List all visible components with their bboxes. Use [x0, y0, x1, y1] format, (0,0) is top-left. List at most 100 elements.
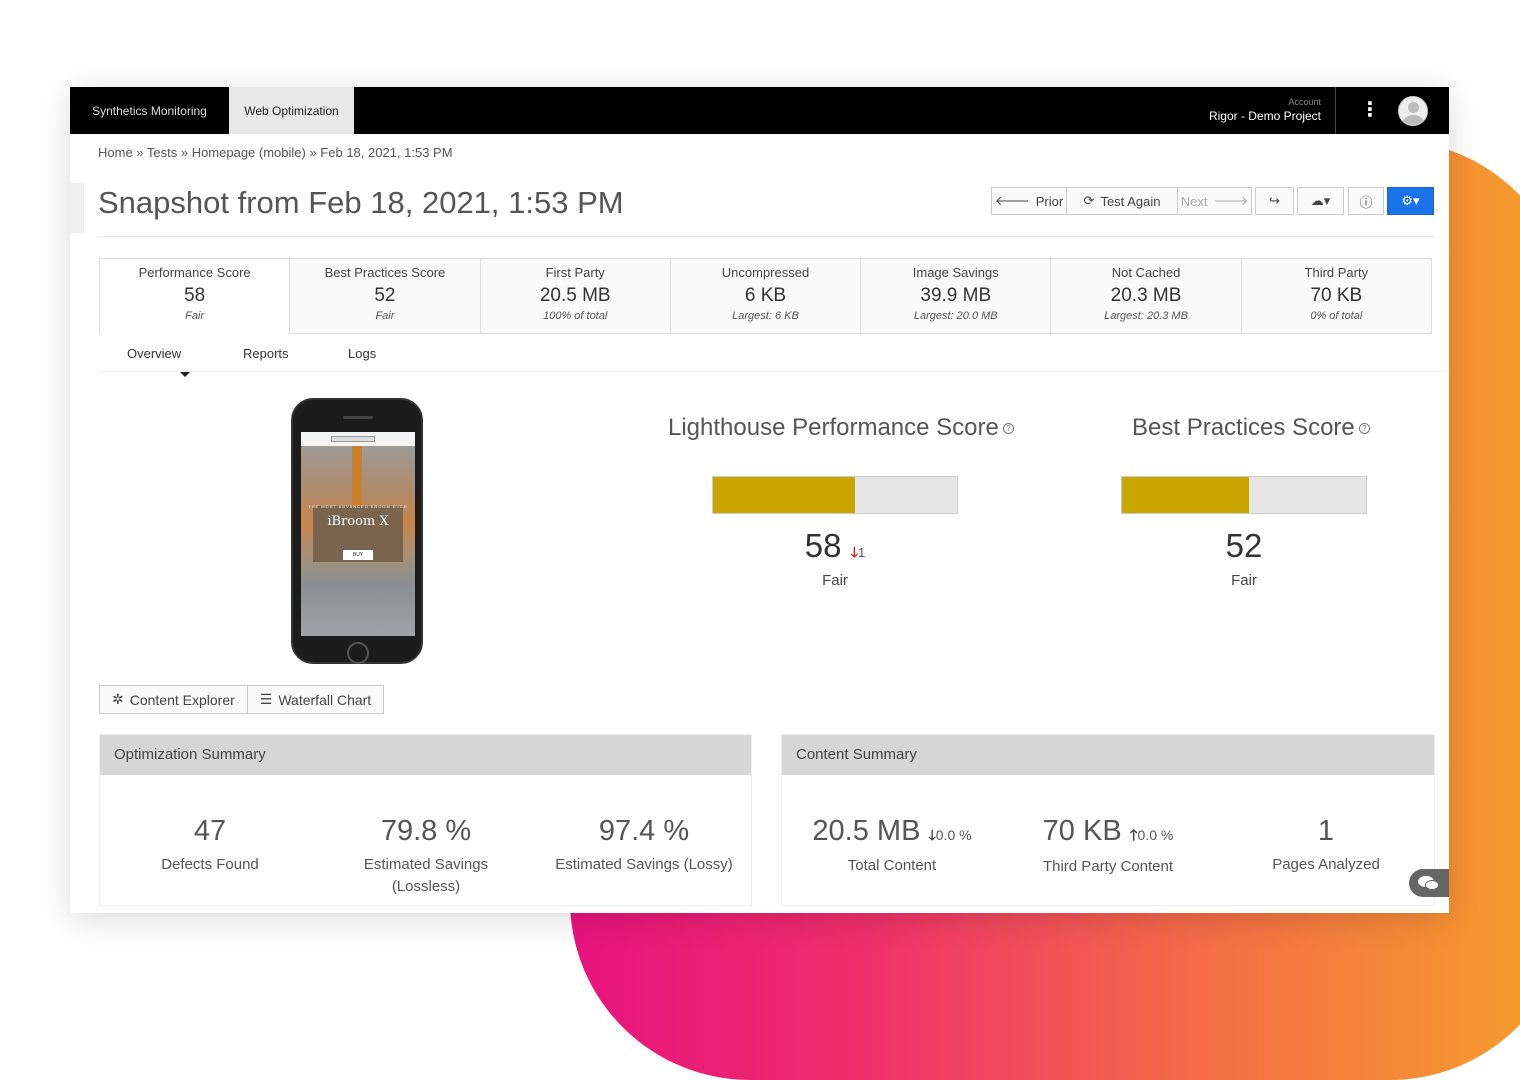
test-again-button[interactable]: ⟳ Test Again	[1067, 187, 1178, 215]
list-icon: ☰	[259, 691, 273, 707]
screen-brand-logo	[331, 436, 375, 442]
metric-sub: Fair	[185, 310, 205, 322]
tab-overview[interactable]: Overview	[127, 346, 182, 361]
arrow-up-icon: 🡑	[1129, 827, 1138, 844]
stat-label: Total Content	[847, 857, 937, 874]
metric-sub: 100% of total	[543, 310, 608, 322]
metric-sub: 0% of total	[1310, 310, 1363, 322]
metric-performance-score[interactable]: Performance Score 58 Fair	[99, 258, 291, 334]
best-practices-rating: Fair	[1231, 572, 1257, 589]
avatar[interactable]	[1398, 96, 1428, 126]
next-label: Next	[1180, 193, 1208, 209]
screen-product-name: iBroom X	[327, 514, 389, 529]
tab-synthetics-monitoring[interactable]: Synthetics Monitoring	[92, 103, 207, 118]
info-group: ⓘ	[1348, 187, 1384, 215]
stat-change: 0.0 %	[1137, 827, 1174, 843]
snapshot-nav-group: 🡐 Prior ⟳ Test Again Next 🡒	[991, 187, 1252, 215]
topbar-divider	[1335, 87, 1336, 134]
optimization-summary-title: Optimization Summary	[100, 735, 751, 775]
metric-label: First Party	[545, 265, 605, 280]
waterfall-chart-button[interactable]: ☰ Waterfall Chart	[247, 685, 385, 714]
breadcrumb[interactable]: Home » Tests » Homepage (mobile) » Feb 1…	[98, 145, 453, 160]
stat-savings-lossless: 79.8 % Estimated Savings (Lossless)	[346, 815, 506, 898]
arrow-right-icon: 🡒	[1213, 193, 1249, 208]
next-button[interactable]: Next 🡒	[1178, 187, 1252, 215]
app-window: Synthetics Monitoring Web Optimization A…	[70, 87, 1449, 913]
settings-group: ⚙▾	[1387, 187, 1434, 215]
account-switcher[interactable]: Account Rigor - Demo Project	[1209, 97, 1321, 123]
download-dropdown-button[interactable]: ☁▾	[1297, 187, 1344, 215]
stat-value-row: 70 KB 🡑0.0 %	[1008, 815, 1208, 850]
metric-sub: Largest: 20.3 MB	[1104, 310, 1188, 322]
waterfall-label: Waterfall Chart	[278, 691, 372, 708]
metric-image-savings[interactable]: Image Savings 39.9 MB Largest: 20.0 MB	[861, 258, 1052, 334]
gear-icon: ⚙▾	[1401, 193, 1420, 208]
stat-label: Defects Found	[161, 856, 259, 873]
prior-button[interactable]: 🡐 Prior	[991, 187, 1067, 215]
avatar-body	[1403, 115, 1424, 125]
mobile-screenshot[interactable]: THE MOST ADVANCED BROOM EVER iBroom X BU…	[291, 398, 423, 664]
arrow-down-icon: 🡓	[850, 544, 858, 560]
best-practices-title-text: Best Practices Score	[1132, 414, 1355, 441]
tab-reports[interactable]: Reports	[243, 346, 289, 361]
help-icon[interactable]: ?	[1358, 423, 1370, 435]
left-edge-strip	[70, 183, 84, 233]
chat-bubble-icon	[1425, 880, 1439, 890]
stat-label: Estimated Savings (Lossless)	[363, 856, 489, 895]
settings-dropdown-button[interactable]: ⚙▾	[1387, 187, 1434, 215]
test-again-label: Test Again	[1100, 193, 1161, 209]
content-explorer-label: Content Explorer	[129, 691, 235, 708]
best-practices-bar	[1121, 476, 1367, 514]
stat-label: Pages Analyzed	[1272, 856, 1380, 873]
metric-third-party[interactable]: Third Party 70 KB 0% of total	[1241, 258, 1432, 334]
metric-value: 20.5 MB	[539, 285, 611, 306]
tab-web-optimization[interactable]: Web Optimization	[229, 87, 354, 134]
stat-value: 47	[193, 815, 227, 847]
more-menu-icon[interactable]: ⋮	[1360, 99, 1380, 121]
metric-label: Not Cached	[1111, 265, 1181, 280]
share-group: ↪	[1255, 187, 1294, 215]
stat-defects-found: 47 Defects Found	[130, 815, 290, 876]
share-button[interactable]: ↪	[1255, 187, 1294, 215]
account-label: Account	[1288, 97, 1321, 107]
metric-first-party[interactable]: First Party 20.5 MB 100% of total	[480, 258, 671, 334]
metrics-row: Performance Score 58 Fair Best Practices…	[99, 258, 1432, 334]
avatar-head	[1408, 102, 1419, 113]
best-practices-value: 52	[1225, 527, 1263, 564]
metric-not-cached[interactable]: Not Cached 20.3 MB Largest: 20.3 MB	[1051, 258, 1242, 334]
sparkle-icon: ✲	[112, 691, 124, 707]
lighthouse-title-text: Lighthouse Performance Score	[668, 414, 999, 441]
stat-savings-lossy: 97.4 % Estimated Savings (Lossy)	[544, 815, 744, 876]
stat-value: 97.4 %	[598, 815, 690, 847]
info-button[interactable]: ⓘ	[1348, 187, 1384, 215]
screen-buy-button: BUY	[343, 550, 373, 560]
download-group: ☁▾	[1297, 187, 1344, 215]
tab-logs[interactable]: Logs	[348, 346, 377, 361]
metric-value: 6 KB	[744, 285, 787, 306]
top-navbar: Synthetics Monitoring Web Optimization A…	[70, 87, 1449, 134]
cloud-download-icon: ☁▾	[1310, 193, 1331, 208]
metric-label: Performance Score	[138, 265, 251, 280]
lighthouse-score-title: Lighthouse Performance Score?	[668, 414, 1014, 442]
metric-value: 70 KB	[1310, 285, 1363, 306]
metric-label: Uncompressed	[721, 265, 810, 280]
page-title: Snapshot from Feb 18, 2021, 1:53 PM	[98, 185, 624, 220]
lighthouse-score-delta: 1	[857, 545, 866, 560]
arrow-left-icon: 🡐	[994, 193, 1030, 208]
stat-value: 20.5 MB	[812, 815, 921, 847]
account-name: Rigor - Demo Project	[1208, 109, 1321, 123]
metric-sub: Fair	[375, 310, 395, 322]
help-icon[interactable]: ?	[1002, 423, 1014, 435]
chat-button[interactable]	[1409, 869, 1449, 897]
lighthouse-score-value: 58 🡓1	[760, 527, 910, 566]
phone-screen: THE MOST ADVANCED BROOM EVER iBroom X BU…	[301, 432, 415, 636]
view-buttons: ✲ Content Explorer ☰ Waterfall Chart	[99, 685, 385, 714]
lighthouse-score-fill	[713, 477, 855, 513]
metric-best-practices-score[interactable]: Best Practices Score 52 Fair	[290, 258, 481, 334]
stat-pages-analyzed: 1 Pages Analyzed	[1236, 815, 1416, 876]
stat-third-party-content: 70 KB 🡑0.0 % Third Party Content	[1008, 815, 1208, 878]
metric-uncompressed[interactable]: Uncompressed 6 KB Largest: 6 KB	[670, 258, 862, 334]
metric-value: 20.3 MB	[1110, 285, 1182, 306]
phone-speaker	[343, 416, 373, 419]
content-explorer-button[interactable]: ✲ Content Explorer	[99, 685, 248, 714]
